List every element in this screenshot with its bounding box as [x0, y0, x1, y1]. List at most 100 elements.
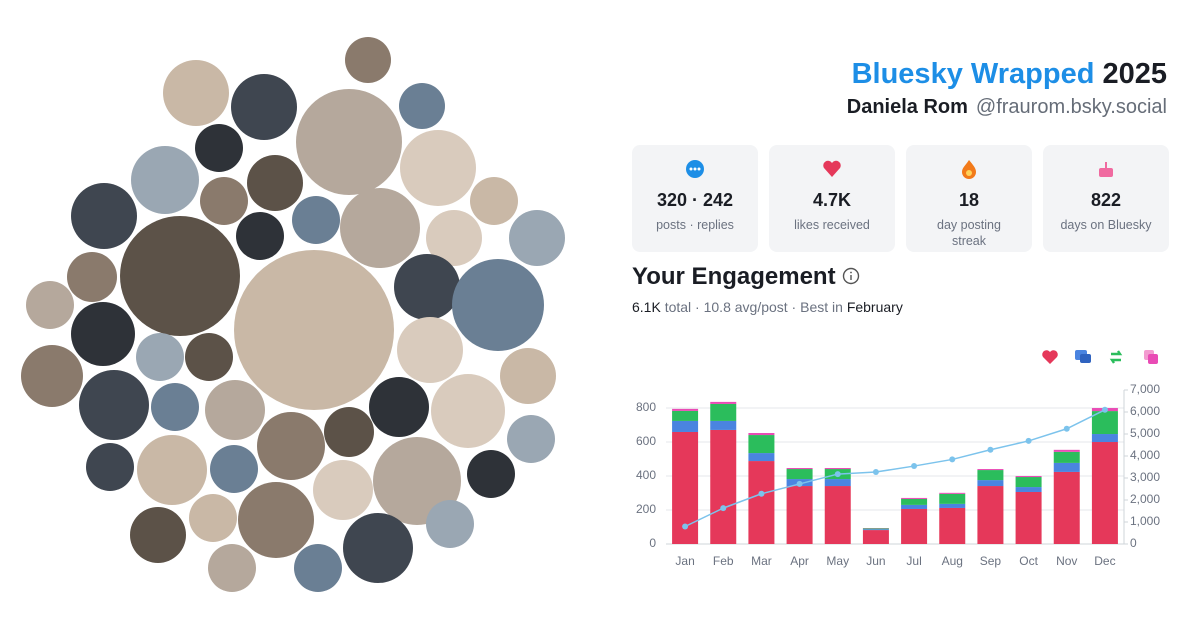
x-tick-label: Dec — [1094, 554, 1115, 568]
avatar[interactable] — [130, 507, 186, 563]
avatar[interactable] — [208, 544, 256, 592]
avatar[interactable] — [151, 383, 199, 431]
bar-segment — [824, 479, 851, 487]
avatar[interactable] — [296, 89, 402, 195]
x-tick-label: Jun — [866, 554, 885, 568]
avatar[interactable] — [79, 370, 149, 440]
x-tick-label: Sep — [980, 554, 1002, 568]
avatar[interactable] — [163, 60, 229, 126]
y2-tick-label: 0 — [1130, 536, 1137, 550]
bar-segment — [901, 498, 928, 505]
avatar[interactable] — [500, 348, 556, 404]
avatar[interactable] — [294, 544, 342, 592]
avatar[interactable] — [452, 259, 544, 351]
bar-segment — [824, 486, 851, 544]
avatar[interactable] — [399, 83, 445, 129]
avatar[interactable] — [210, 445, 258, 493]
stat-value: 4.7K — [812, 190, 852, 210]
avatar[interactable] — [292, 196, 340, 244]
avatar[interactable] — [397, 317, 463, 383]
avatar[interactable] — [234, 250, 394, 410]
year: 2025 — [1102, 58, 1167, 90]
avatar[interactable] — [26, 281, 74, 329]
legend-reposts[interactable] — [1109, 350, 1123, 364]
line-point — [987, 446, 994, 453]
summary-text: total · 10.8 avg/post · Best in — [664, 299, 843, 315]
line-point — [758, 490, 765, 497]
title: Bluesky Wrapped 2025 — [852, 58, 1167, 91]
bar-segment — [862, 530, 889, 544]
stat-value: 822 — [1090, 190, 1122, 210]
avatar[interactable] — [400, 130, 476, 206]
avatar[interactable] — [185, 333, 233, 381]
icon — [1099, 162, 1113, 177]
avatar[interactable] — [21, 345, 83, 407]
avatar[interactable] — [205, 380, 265, 440]
bar-segment — [786, 486, 813, 544]
avatar[interactable] — [313, 460, 373, 520]
avatar[interactable] — [71, 302, 135, 366]
avatar[interactable] — [131, 146, 199, 214]
x-tick-label: May — [826, 554, 849, 568]
line-point — [796, 480, 803, 487]
x-tick-label: Jan — [675, 554, 694, 568]
avatar[interactable] — [343, 513, 413, 583]
avatar[interactable] — [345, 37, 391, 83]
avatar[interactable] — [426, 210, 482, 266]
avatar[interactable] — [470, 177, 518, 225]
avatar[interactable] — [71, 183, 137, 249]
bar-segment — [901, 508, 928, 544]
avatar[interactable] — [67, 252, 117, 302]
avatar[interactable] — [467, 450, 515, 498]
bar-segment — [977, 486, 1004, 544]
section-heading: Your Engagement — [632, 263, 836, 290]
legend-replies-part — [1080, 354, 1091, 363]
avatar[interactable] — [509, 210, 565, 266]
bar-segment — [977, 480, 1004, 487]
avatar[interactable] — [200, 177, 248, 225]
avatar[interactable] — [238, 482, 314, 558]
legend-likes[interactable] — [1042, 350, 1058, 364]
avatar[interactable] — [189, 494, 237, 542]
line-point — [872, 469, 879, 476]
avatar[interactable] — [231, 74, 297, 140]
y2-tick-label: 3,000 — [1130, 470, 1160, 484]
x-tick-label: Mar — [751, 554, 772, 568]
info-icon[interactable] — [842, 267, 860, 285]
avatar[interactable] — [120, 216, 240, 336]
avatar[interactable] — [195, 124, 243, 172]
bar-segment — [862, 528, 889, 530]
x-tick-label: Feb — [713, 554, 734, 568]
avatar[interactable] — [257, 412, 325, 480]
avatar[interactable] — [247, 155, 303, 211]
summary-total: 6.1K — [632, 299, 661, 315]
avatar[interactable] — [426, 500, 474, 548]
x-tick-label: Jul — [906, 554, 921, 568]
avatar[interactable] — [137, 435, 207, 505]
bar-segment — [1091, 434, 1118, 443]
bar-segment — [977, 470, 1004, 481]
stat-label: posts · replies — [656, 218, 734, 232]
avatar[interactable] — [324, 407, 374, 457]
icon — [823, 160, 841, 177]
avatar[interactable] — [507, 415, 555, 463]
avatar[interactable] — [86, 443, 134, 491]
avatar[interactable] — [340, 188, 420, 268]
bar-segment — [901, 504, 928, 509]
avatar[interactable] — [236, 212, 284, 260]
avatar[interactable] — [394, 254, 460, 320]
bar-segment — [1091, 442, 1118, 544]
avatar[interactable] — [431, 374, 505, 448]
avatar[interactable] — [369, 377, 429, 437]
bar-segment — [748, 461, 775, 544]
icon — [686, 160, 704, 178]
summary-best: February — [846, 299, 903, 315]
avatar[interactable] — [136, 333, 184, 381]
bar-segment — [1053, 462, 1080, 472]
legend-quotes-part — [1148, 354, 1158, 364]
stat-value: 320 · 242 — [656, 190, 734, 210]
bar-segment — [862, 529, 889, 531]
line-point — [1063, 425, 1070, 432]
y2-tick-label: 7,000 — [1130, 382, 1160, 396]
